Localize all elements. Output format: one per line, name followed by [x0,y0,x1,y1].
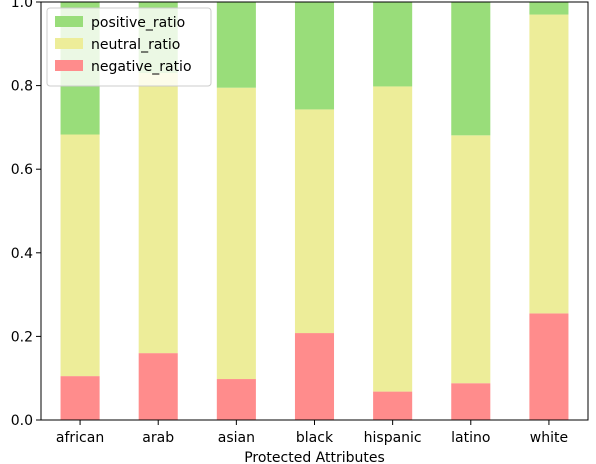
legend-label-negative_ratio: negative_ratio [91,59,192,75]
x-tick-label-latino: latino [451,430,490,446]
legend-label-neutral_ratio: neutral_ratio [91,37,180,53]
bar-white-positive_ratio [529,2,569,15]
bar-arab-neutral_ratio [138,73,178,354]
bar-asian-neutral_ratio [216,87,256,380]
bar-latino-positive_ratio [451,2,491,136]
legend-swatch-positive_ratio [55,16,83,27]
bar-hispanic-negative_ratio [373,391,413,420]
y-tick-label: 0.2 [11,329,33,345]
y-tick-label: 0.6 [11,162,33,178]
bar-asian-negative_ratio [216,379,256,420]
bar-white-negative_ratio [529,313,569,420]
x-axis-label: Protected Attributes [244,450,385,464]
y-tick-label: 0.4 [11,246,33,262]
bar-arab-negative_ratio [138,353,178,420]
legend: positive_ratio neutral_ratio negative_rati… [46,7,212,87]
bar-african-negative_ratio [60,376,100,420]
y-ticks: 0.0 0.2 0.4 0.6 0.8 1.0 [11,0,41,429]
x-tick-label-asian: asian [218,430,255,446]
bar-hispanic-positive_ratio [373,2,413,87]
bars-layer [60,2,569,420]
legend-label-positive_ratio: positive_ratio [91,15,185,31]
bar-asian-positive_ratio [216,2,256,88]
bar-hispanic-neutral_ratio [373,86,413,392]
bar-black-neutral_ratio [294,109,335,334]
x-tick-label-black: black [296,430,334,446]
bar-latino-neutral_ratio [451,135,491,384]
y-tick-label: 0.0 [11,413,33,429]
y-tick-label: 0.8 [11,79,33,95]
x-tick-label-hispanic: hispanic [364,430,422,446]
x-tick-label-arab: arab [142,430,174,446]
x-tick-label-african: african [56,430,104,446]
bar-black-positive_ratio [294,2,335,110]
bar-black-negative_ratio [294,333,335,420]
x-tick-label-white: white [530,430,568,446]
bar-white-neutral_ratio [529,14,569,314]
x-ticks: african arab asian black hispanic latino white [56,420,568,446]
bar-latino-negative_ratio [451,383,491,420]
legend-box [46,7,212,87]
y-tick-label: 1.0 [11,0,33,11]
bar-african-neutral_ratio [60,134,100,377]
legend-swatch-neutral_ratio [55,38,83,49]
legend-swatch-negative_ratio [55,60,83,71]
